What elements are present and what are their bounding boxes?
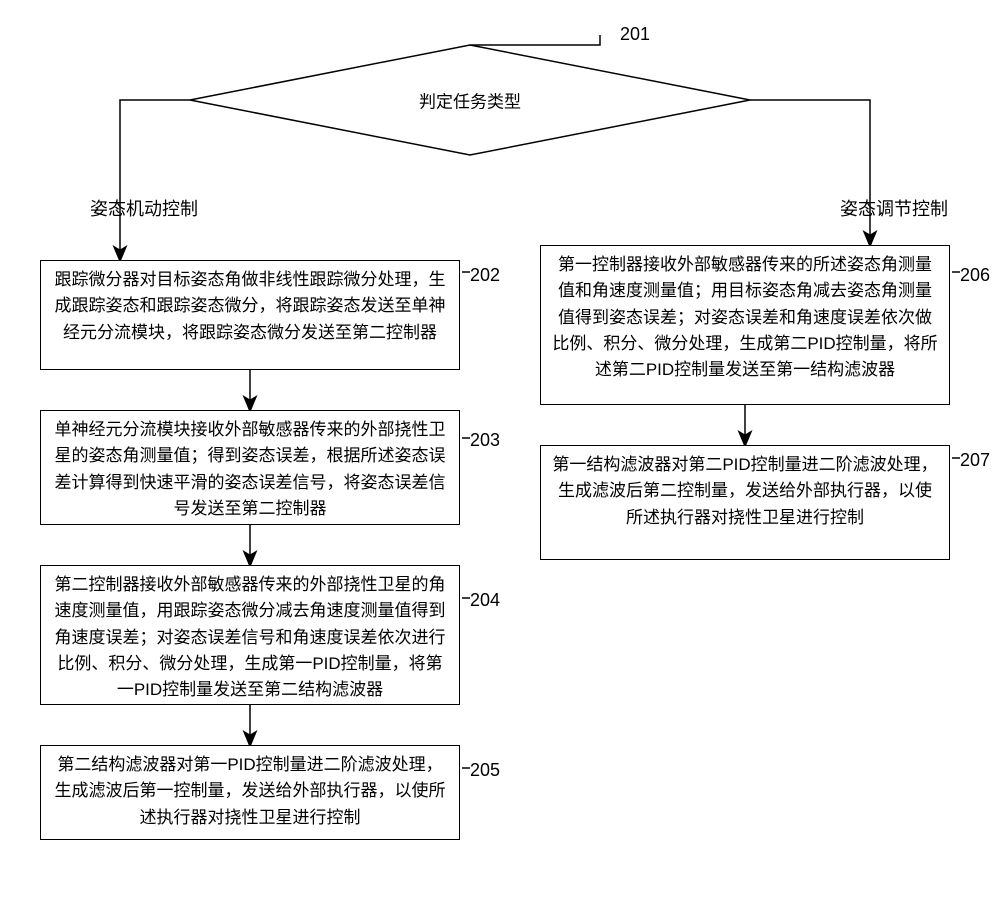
step-num-201: 201: [620, 24, 650, 45]
step-num-207: 207: [960, 450, 990, 471]
step-num-203: 203: [470, 430, 500, 451]
process-box-207: 第一结构滤波器对第二PID控制量进二阶滤波处理，生成滤波后第二控制量，发送给外部…: [540, 445, 950, 560]
process-box-206: 第一控制器接收外部敏感器传来的所述姿态角测量值和角速度测量值；用目标姿态角减去姿…: [540, 245, 950, 405]
process-box-202: 跟踪微分器对目标姿态角做非线性跟踪微分处理，生成跟踪姿态和跟踪姿态微分，将跟踪姿…: [40, 260, 460, 370]
step-num-205: 205: [470, 760, 500, 781]
branch-label-left: 姿态机动控制: [90, 195, 198, 221]
step-num-204: 204: [470, 590, 500, 611]
step-num-202: 202: [470, 265, 500, 286]
step-num-206: 206: [960, 265, 990, 286]
branch-label-right: 姿态调节控制: [840, 195, 948, 221]
process-box-203: 单神经元分流模块接收外部敏感器传来的外部挠性卫星的姿态角测量值；得到姿态误差，根…: [40, 410, 460, 525]
process-box-204: 第二控制器接收外部敏感器传来的外部挠性卫星的角速度测量值，用跟踪姿态微分减去角速…: [40, 565, 460, 705]
flowchart-canvas: 判定任务类型 姿态机动控制 姿态调节控制 201 202 203 204 205…: [0, 0, 1000, 909]
process-box-205: 第二结构滤波器对第一PID控制量进二阶滤波处理，生成滤波后第一控制量，发送给外部…: [40, 745, 460, 840]
decision-label: 判定任务类型: [419, 88, 521, 113]
